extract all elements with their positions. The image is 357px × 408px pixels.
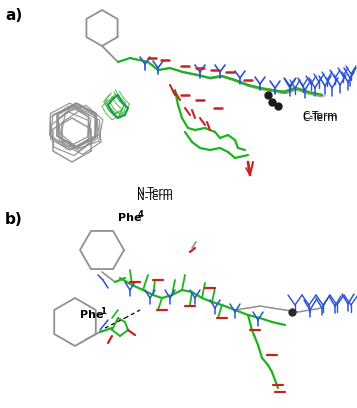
Text: C-Term: C-Term: [302, 113, 337, 123]
Text: N-Term: N-Term: [137, 192, 173, 202]
Text: C-Term: C-Term: [302, 111, 337, 121]
Text: 1: 1: [100, 307, 106, 316]
Text: N-Term: N-Term: [137, 187, 173, 197]
Text: b): b): [5, 212, 23, 227]
Text: a): a): [5, 8, 22, 23]
Text: Phe: Phe: [80, 310, 104, 320]
Text: 4: 4: [138, 210, 144, 219]
Text: Phe: Phe: [118, 213, 141, 223]
